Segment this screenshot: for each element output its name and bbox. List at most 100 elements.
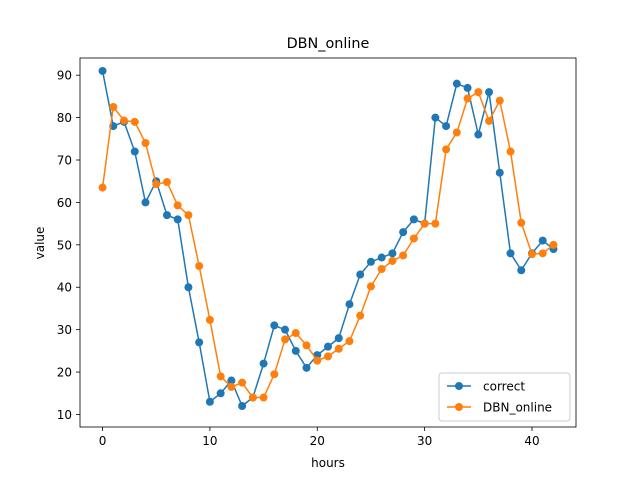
data-point <box>356 311 365 320</box>
data-point <box>259 393 268 402</box>
axes-layer: 0 10 20 30 40 10 20 30 40 50 60 70 80 90 <box>57 57 577 448</box>
chart-title: DBN_online <box>287 36 370 52</box>
data-point <box>130 147 139 156</box>
data-point <box>291 329 300 338</box>
data-point <box>409 234 418 243</box>
data-point <box>409 215 418 224</box>
data-point <box>238 402 247 411</box>
data-point <box>270 370 279 379</box>
y-axis-label: value <box>33 227 47 260</box>
y-tick-label: 80 <box>57 111 72 125</box>
data-point <box>205 315 214 324</box>
data-point <box>549 240 558 249</box>
data-point <box>366 282 375 291</box>
data-point <box>442 122 451 131</box>
data-point <box>334 334 343 343</box>
data-point <box>388 249 397 258</box>
data-point <box>162 178 171 187</box>
data-point <box>109 102 118 111</box>
y-tick-label: 90 <box>57 69 72 83</box>
y-tick-label: 40 <box>57 281 72 295</box>
data-point <box>345 337 354 346</box>
data-point <box>377 253 386 262</box>
data-point <box>474 130 483 139</box>
data-point <box>452 128 461 137</box>
data-point <box>517 266 526 275</box>
y-tick-label: 60 <box>57 196 72 210</box>
x-tick-label: 20 <box>310 434 325 448</box>
data-point <box>474 88 483 97</box>
data-point <box>141 198 150 207</box>
data-point <box>377 265 386 274</box>
data-point <box>195 338 204 347</box>
data-point <box>302 363 311 372</box>
data-point <box>270 321 279 330</box>
data-point <box>173 215 182 224</box>
data-point <box>366 257 375 266</box>
data-point <box>281 325 290 334</box>
data-point <box>399 251 408 260</box>
data-point <box>291 346 300 355</box>
data-point <box>216 389 225 398</box>
legend-label: correct <box>483 380 525 394</box>
plot-frame <box>79 57 577 428</box>
data-point <box>431 219 440 228</box>
data-point <box>248 393 257 402</box>
data-point <box>334 344 343 353</box>
data-point <box>120 116 129 125</box>
data-point <box>495 168 504 177</box>
x-tick-label: 30 <box>417 434 432 448</box>
data-point <box>205 397 214 406</box>
legend-box <box>438 372 571 422</box>
data-point <box>463 94 472 103</box>
data-point <box>388 256 397 265</box>
data-point <box>485 116 494 125</box>
data-point <box>356 270 365 279</box>
data-point <box>259 359 268 368</box>
data-point <box>195 262 204 271</box>
data-point <box>517 218 526 227</box>
data-point <box>431 113 440 122</box>
x-tick-label: 10 <box>202 434 217 448</box>
data-point <box>399 228 408 237</box>
data-point <box>420 219 429 228</box>
data-point <box>130 117 139 126</box>
data-point <box>324 342 332 351</box>
data-point <box>538 236 547 245</box>
data-point <box>152 180 161 189</box>
y-tick-label: 70 <box>57 154 72 168</box>
data-point <box>227 376 236 385</box>
x-tick-label: 40 <box>524 434 539 448</box>
data-point <box>281 335 290 344</box>
data-point <box>184 283 193 292</box>
data-point <box>495 96 504 105</box>
data-point <box>173 201 182 210</box>
data-point <box>227 382 236 391</box>
x-tick-label: 0 <box>99 434 107 448</box>
legend-item: correct <box>447 380 525 394</box>
data-point <box>302 341 311 350</box>
data-point <box>485 88 494 97</box>
y-tick-label: 30 <box>57 323 72 337</box>
legend-marker <box>455 382 463 390</box>
data-point <box>442 145 451 154</box>
data-point <box>538 249 547 258</box>
data-point <box>313 356 322 365</box>
data-point <box>527 250 536 259</box>
data-point <box>238 378 247 387</box>
legend-marker <box>455 403 463 411</box>
y-tick-label: 10 <box>57 408 72 422</box>
legend-label: DBN_online <box>483 401 552 415</box>
y-tick-label: 50 <box>57 238 72 252</box>
data-point <box>345 300 354 309</box>
data-point <box>324 352 332 361</box>
series-2 <box>98 88 558 402</box>
data-point <box>452 79 461 88</box>
data-point <box>98 66 107 75</box>
y-tick-label: 20 <box>57 366 72 380</box>
data-point <box>463 83 472 92</box>
data-point <box>141 139 150 148</box>
data-point <box>98 183 107 192</box>
data-point <box>184 211 193 220</box>
